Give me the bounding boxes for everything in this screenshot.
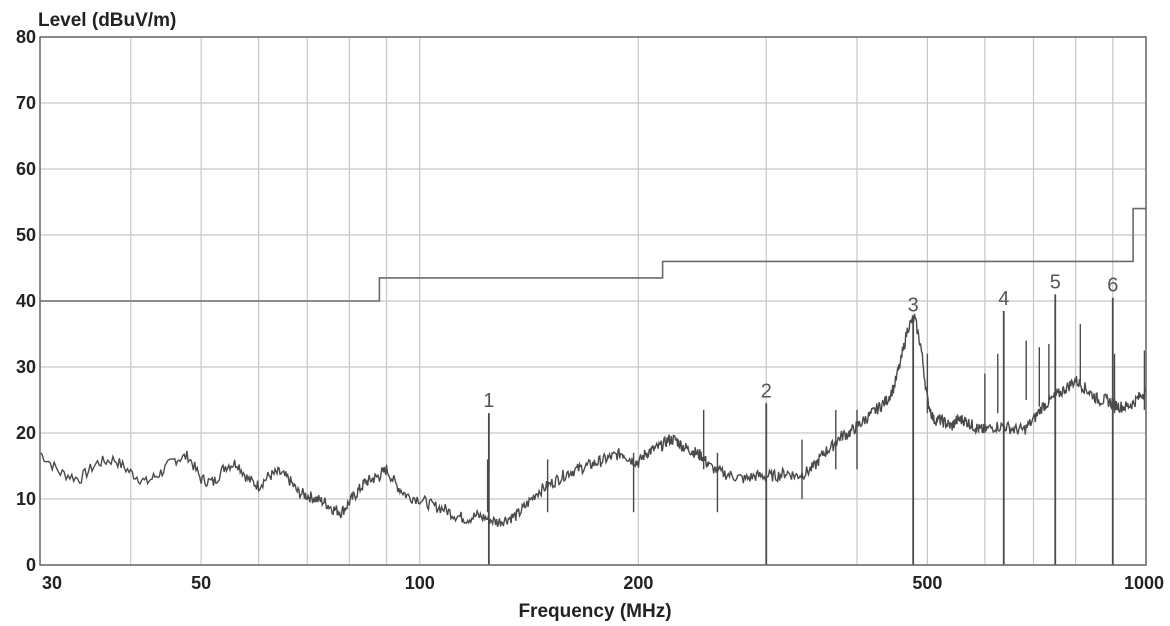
emission-trace-path	[39, 313, 1147, 527]
y-tick-label: 50	[16, 225, 36, 245]
emission-trace	[39, 313, 1147, 527]
marker-label: 2	[761, 380, 772, 402]
marker-label: 5	[1050, 271, 1061, 293]
x-axis-title: Frequency (MHz)	[518, 601, 671, 622]
x-tick-label: 500	[912, 573, 942, 593]
y-tick-label: 80	[16, 27, 36, 47]
x-tick-label: 30	[42, 573, 62, 593]
y-tick-label: 70	[16, 93, 36, 113]
y-tick-label: 40	[16, 291, 36, 311]
limit-line-path	[40, 207, 1146, 302]
markers: 1 2 3 4 5 6	[483, 271, 1118, 565]
plot-frame	[39, 36, 1147, 566]
y-axis-title: Level (dBuV/m)	[38, 10, 176, 31]
y-tick-label: 20	[16, 423, 36, 443]
y-tick-label: 10	[16, 489, 36, 509]
x-tick-labels: 30 50 100 200 500 1000	[42, 573, 1164, 593]
x-tick-label: 200	[623, 573, 653, 593]
x-tick-label: 50	[191, 573, 211, 593]
limit-line	[40, 207, 1146, 302]
y-tick-label: 0	[26, 555, 36, 575]
marker-label: 6	[1107, 275, 1118, 297]
y-tick-label: 30	[16, 357, 36, 377]
marker-label: 3	[908, 295, 919, 317]
x-tick-label: 100	[405, 573, 435, 593]
marker-label: 1	[483, 390, 494, 412]
y-tick-labels: 0 10 20 30 40 50 60 70 80	[16, 27, 36, 575]
marker-label: 4	[998, 288, 1009, 310]
y-tick-label: 60	[16, 159, 36, 179]
x-tick-label: 1000	[1124, 573, 1164, 593]
